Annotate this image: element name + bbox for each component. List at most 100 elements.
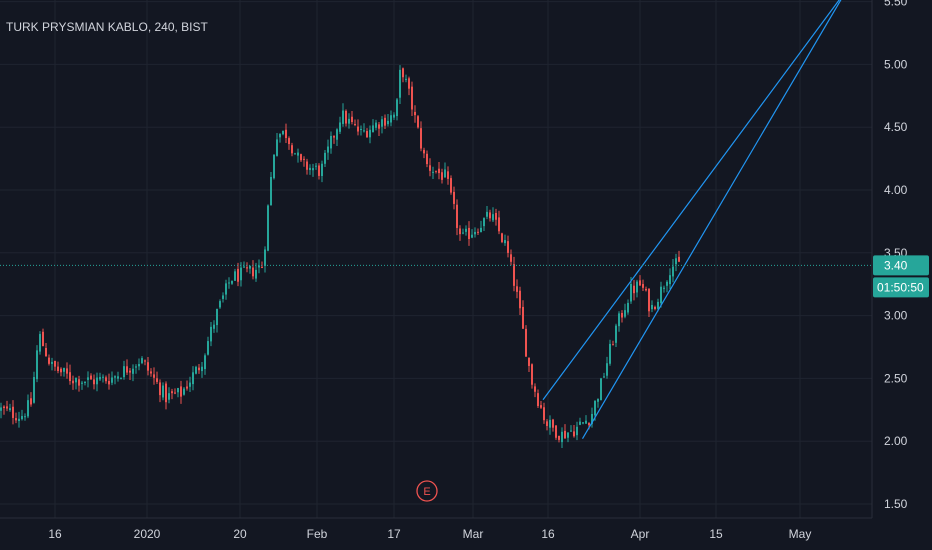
candle-body[interactable] [177, 388, 179, 393]
candle-body[interactable] [33, 377, 35, 403]
candle-body[interactable] [105, 377, 107, 382]
candle-body[interactable] [72, 380, 74, 384]
earnings-event-marker[interactable]: E [416, 480, 438, 502]
candle-body[interactable] [144, 360, 146, 362]
candle-body[interactable] [609, 343, 611, 364]
candle-body[interactable] [60, 368, 62, 373]
candle-body[interactable] [102, 376, 104, 378]
candle-body[interactable] [213, 324, 215, 329]
candle-body[interactable] [240, 267, 242, 281]
candle-body[interactable] [384, 117, 386, 126]
candle-body[interactable] [255, 269, 257, 279]
candle-body[interactable] [108, 380, 110, 385]
candle-body[interactable] [624, 310, 626, 317]
candle-body[interactable] [549, 419, 551, 428]
candle-body[interactable] [99, 377, 101, 380]
candle-body[interactable] [261, 266, 263, 268]
candle-body[interactable] [156, 378, 158, 382]
candle-body[interactable] [585, 420, 587, 424]
candle-body[interactable] [579, 421, 581, 425]
y-axis[interactable]: 1.502.002.503.003.504.004.505.005.50 [884, 0, 908, 511]
candle-body[interactable] [459, 228, 461, 235]
candle-body[interactable] [627, 302, 629, 313]
candle-body[interactable] [321, 163, 323, 176]
candle-body[interactable] [546, 421, 548, 426]
candle-body[interactable] [453, 191, 455, 204]
candle-body[interactable] [168, 393, 170, 400]
candle-body[interactable] [114, 376, 116, 378]
candle-body[interactable] [528, 357, 530, 366]
candle-body[interactable] [348, 118, 350, 124]
candle-body[interactable] [150, 371, 152, 374]
candle-body[interactable] [576, 426, 578, 436]
candle-body[interactable] [183, 388, 185, 395]
candle-body[interactable] [492, 214, 494, 221]
candle-body[interactable] [45, 347, 47, 357]
candle-body[interactable] [288, 138, 290, 145]
candle-body[interactable] [486, 211, 488, 217]
candle-body[interactable] [597, 399, 599, 402]
candle-body[interactable] [69, 372, 71, 382]
candle-body[interactable] [630, 283, 632, 302]
candle-body[interactable] [471, 234, 473, 238]
candle-body[interactable] [39, 334, 41, 352]
candle-body[interactable] [138, 364, 140, 367]
candle-body[interactable] [225, 283, 227, 295]
candle-body[interactable] [540, 405, 542, 408]
candle-body[interactable] [648, 288, 650, 312]
candle-body[interactable] [159, 382, 161, 396]
candle-body[interactable] [132, 368, 134, 374]
candle-body[interactable] [450, 178, 452, 193]
candle-body[interactable] [312, 168, 314, 171]
candle-body[interactable] [51, 361, 53, 364]
candle-body[interactable] [81, 382, 83, 384]
candle-body[interactable] [198, 367, 200, 371]
candle-body[interactable] [372, 125, 374, 133]
candle-body[interactable] [42, 331, 44, 347]
candle-body[interactable] [12, 406, 14, 418]
candle-body[interactable] [201, 366, 203, 372]
candle-body[interactable] [66, 368, 68, 374]
candle-body[interactable] [330, 135, 332, 149]
candle-body[interactable] [588, 422, 590, 426]
candle-body[interactable] [135, 366, 137, 368]
candle-body[interactable] [378, 124, 380, 129]
candle-body[interactable] [678, 256, 680, 262]
candle-body[interactable] [264, 249, 266, 266]
candle-body[interactable] [57, 366, 59, 372]
candle-body[interactable] [267, 205, 269, 251]
candle-body[interactable] [654, 306, 656, 309]
candle-body[interactable] [462, 232, 464, 234]
x-axis[interactable]: 16 2020 20 Feb 17 Mar 16 Apr 15 May [48, 527, 811, 541]
candle-body[interactable] [345, 110, 347, 124]
candle-body[interactable] [600, 378, 602, 401]
candle-body[interactable] [306, 161, 308, 170]
candle-body[interactable] [6, 406, 8, 409]
candle-body[interactable] [246, 267, 248, 269]
candle-body[interactable] [420, 128, 422, 149]
candle-body[interactable] [522, 306, 524, 329]
candle-body[interactable] [582, 422, 584, 424]
candle-body[interactable] [48, 357, 50, 364]
candle-body[interactable] [327, 146, 329, 153]
candle-body[interactable] [573, 431, 575, 437]
earnings-event-circle[interactable] [416, 480, 438, 502]
candle-body[interactable] [339, 122, 341, 132]
candle-body[interactable] [666, 281, 668, 286]
candle-body[interactable] [153, 374, 155, 378]
candle-body[interactable] [318, 165, 320, 176]
candle-body[interactable] [204, 355, 206, 370]
candle-body[interactable] [639, 280, 641, 286]
candle-body[interactable] [534, 386, 536, 392]
candle-body[interactable] [525, 328, 527, 357]
candle-body[interactable] [519, 290, 521, 309]
candle-body[interactable] [252, 267, 254, 277]
candle-body[interactable] [498, 217, 500, 232]
candle-body[interactable] [555, 425, 557, 438]
candle-body[interactable] [558, 435, 560, 440]
candle-body[interactable] [510, 254, 512, 262]
candle-body[interactable] [333, 136, 335, 138]
candle-body[interactable] [435, 170, 437, 172]
candle-body[interactable] [351, 116, 353, 123]
